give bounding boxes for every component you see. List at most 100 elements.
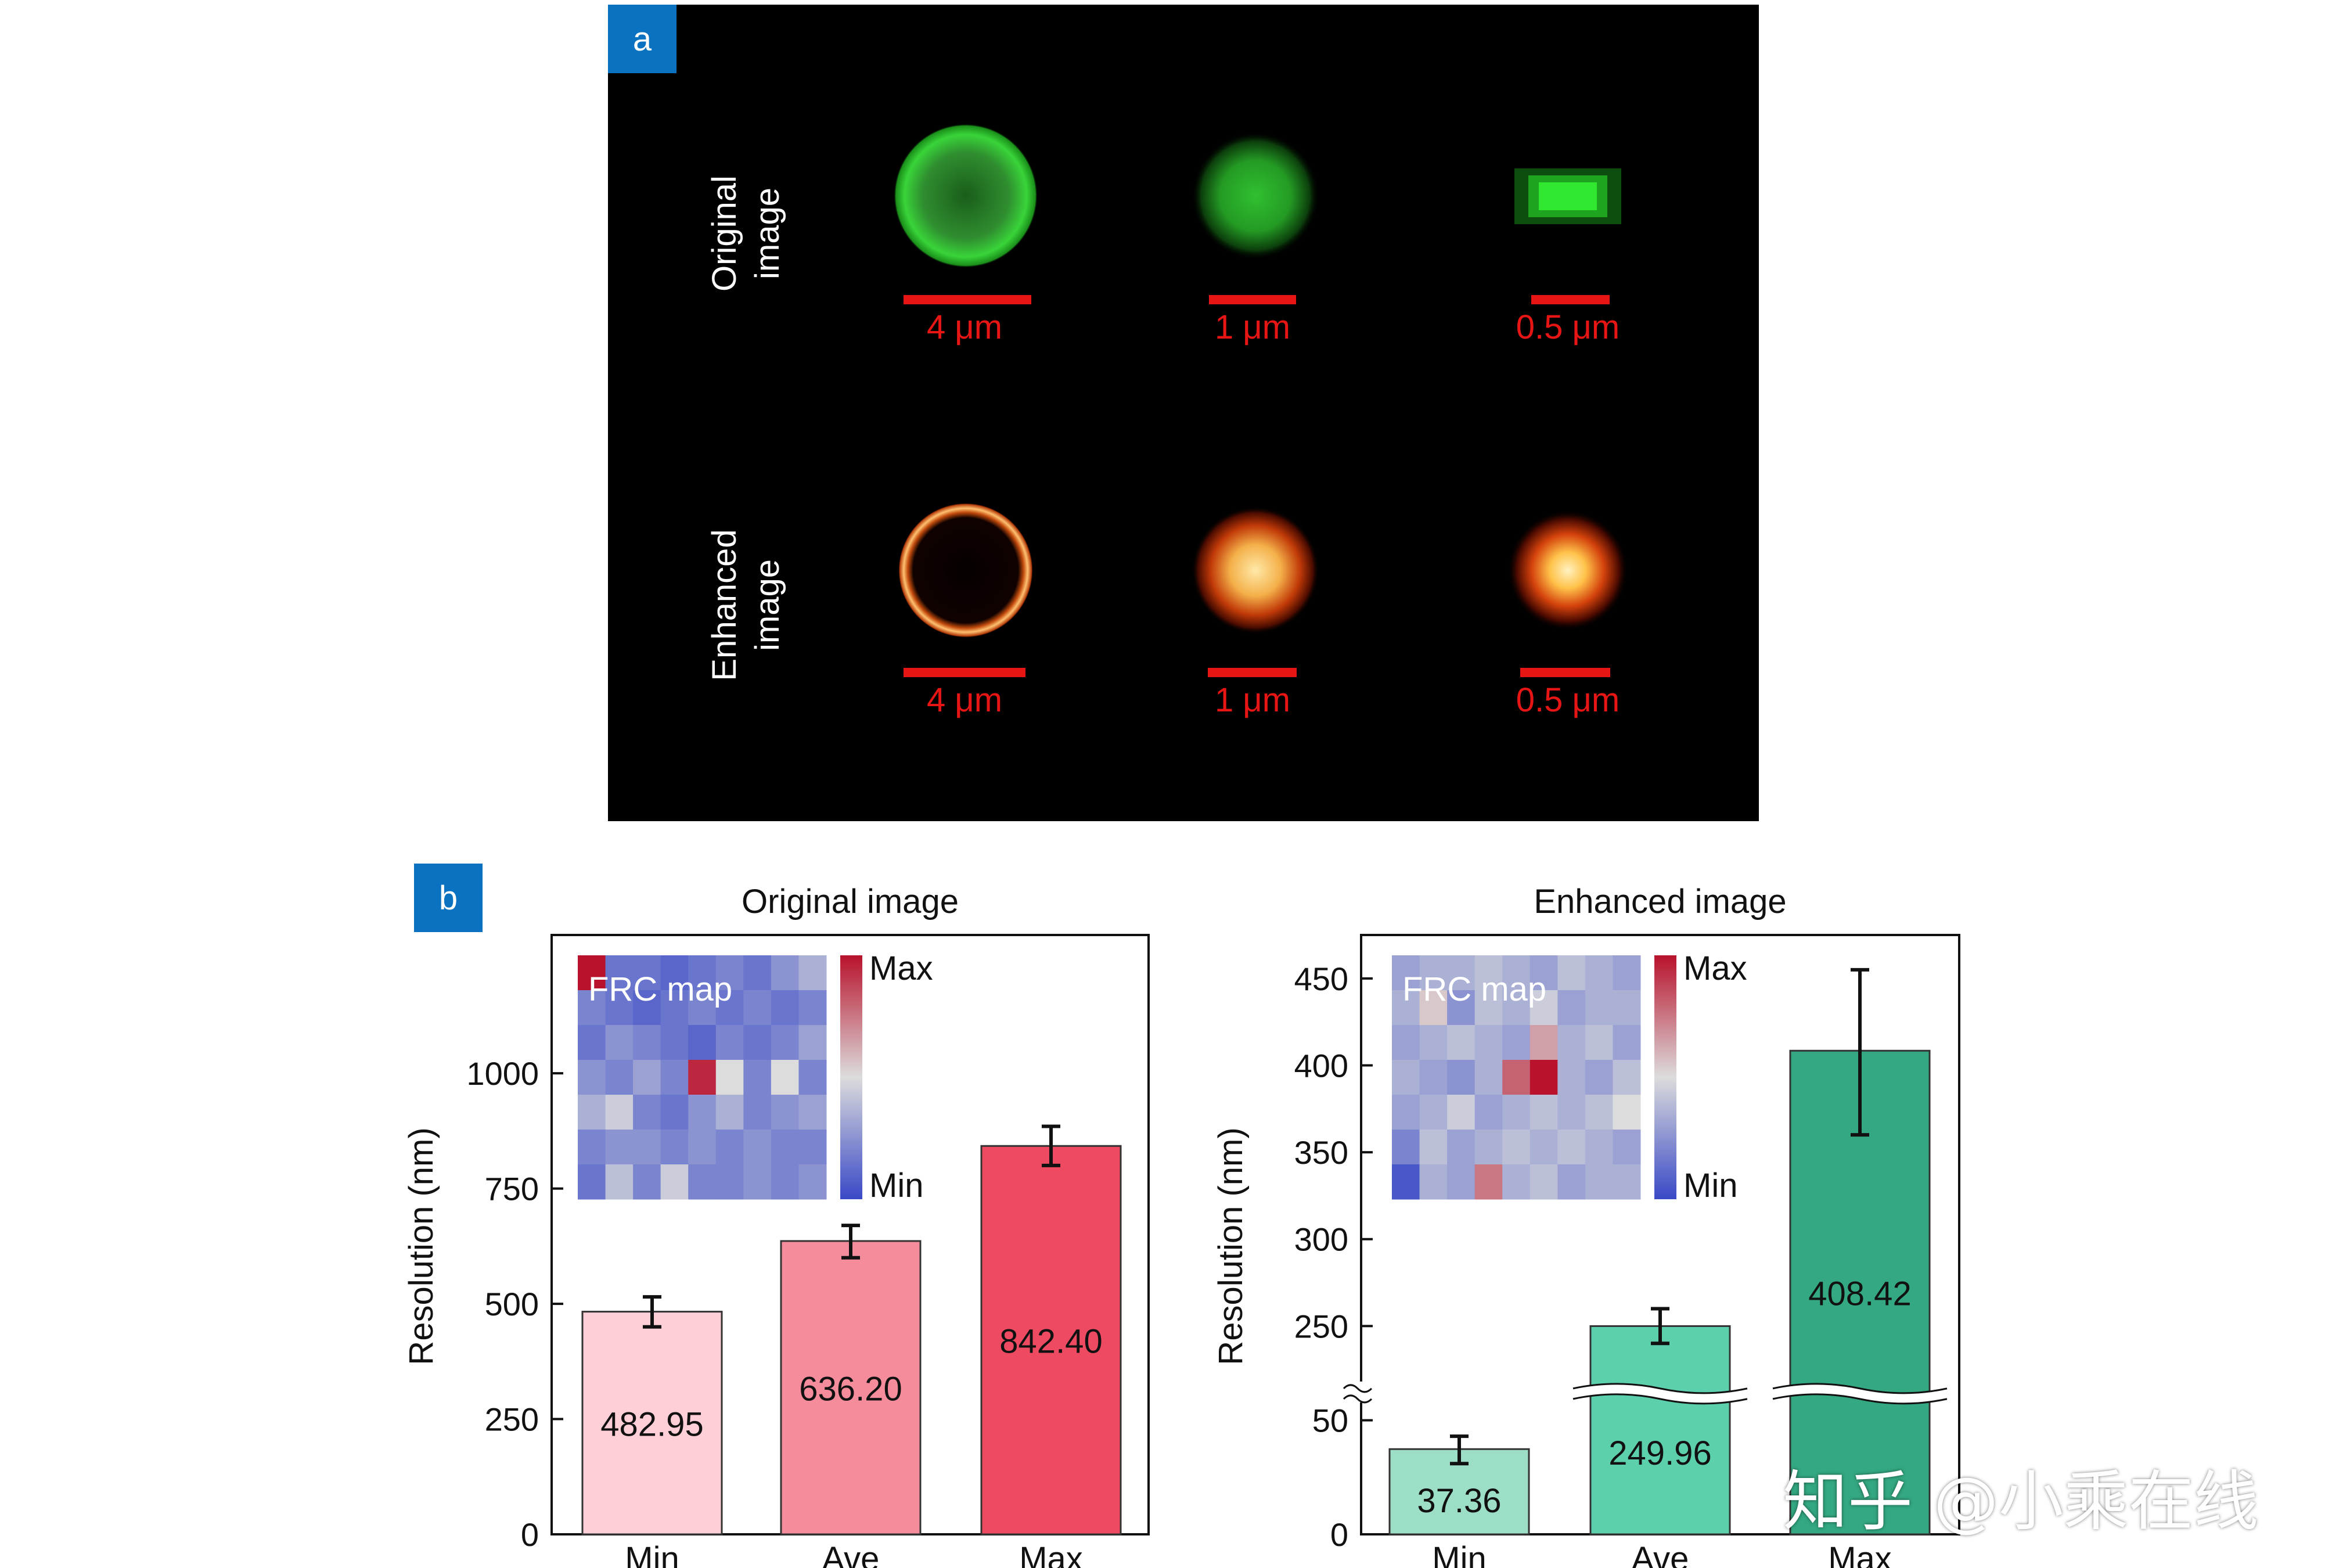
frc-cell-original-3-1: [605, 1060, 634, 1095]
frc-cell-enhanced-6-3: [1474, 1164, 1503, 1200]
ytick-label-original-3: 750: [485, 1171, 539, 1207]
frc-cell-original-6-2: [633, 1164, 661, 1200]
scalebar-original-1um: [1209, 295, 1296, 304]
colorbar-max-label-original: Max: [869, 950, 933, 987]
frc-cell-enhanced-2-7: [1585, 1025, 1613, 1060]
frc-cell-enhanced-6-1: [1419, 1164, 1448, 1200]
axis-break-ave-line-top: [1572, 1383, 1748, 1394]
frc-cell-enhanced-6-8: [1613, 1164, 1641, 1200]
frc-cell-enhanced-2-0: [1392, 1025, 1420, 1060]
frc-cell-enhanced-3-6: [1557, 1060, 1586, 1095]
frc-cell-original-4-3: [660, 1095, 689, 1130]
frc-cell-original-1-3: [660, 990, 689, 1026]
frc-cell-enhanced-3-1: [1419, 1060, 1448, 1095]
frc-cell-enhanced-5-8: [1613, 1130, 1641, 1165]
frc-cell-enhanced-5-0: [1392, 1130, 1420, 1165]
watermark: 知乎 @小乘在线: [1783, 1464, 2259, 1540]
scalebar-original-0-5um: [1531, 295, 1610, 304]
frc-cell-original-4-6: [743, 1095, 772, 1130]
frc-cell-original-4-4: [688, 1095, 717, 1130]
frc-cell-original-5-7: [771, 1130, 799, 1165]
frc-cell-original-0-7: [771, 955, 799, 991]
frc-cell-enhanced-2-3: [1474, 1025, 1503, 1060]
frc-cell-enhanced-4-0: [1392, 1095, 1420, 1130]
frc-cell-enhanced-2-1: [1419, 1025, 1448, 1060]
frc-cell-enhanced-1-4: [1502, 990, 1531, 1026]
frc-cell-original-0-2: [633, 955, 661, 991]
colorbar-max-label-enhanced: Max: [1683, 950, 1747, 987]
data-label-original-0: 482.95: [600, 1405, 703, 1443]
frc-cell-enhanced-3-3: [1474, 1060, 1503, 1095]
frc-cell-original-1-8: [798, 990, 827, 1026]
colorbar-original: [840, 955, 862, 1199]
frc-cell-original-4-1: [605, 1095, 634, 1130]
data-label-enhanced-1: 249.96: [1608, 1434, 1711, 1472]
frc-cell-enhanced-0-1: [1419, 955, 1448, 991]
frc-cell-enhanced-0-6: [1557, 955, 1586, 991]
ytick-label-original-2: 500: [485, 1286, 539, 1322]
frc-cell-original-6-3: [660, 1164, 689, 1200]
frc-cell-original-1-7: [771, 990, 799, 1026]
bar-original-min: [581, 1311, 723, 1535]
frc-cell-enhanced-5-5: [1530, 1130, 1558, 1165]
panel-a-tag: a: [608, 5, 676, 73]
bar-original-max: [980, 1145, 1122, 1535]
frc-cell-enhanced-6-2: [1447, 1164, 1476, 1200]
frc-cell-original-0-5: [715, 955, 744, 991]
scale-label-original-0-5um: 0.5 μm: [1516, 308, 1620, 346]
frc-cell-original-2-8: [798, 1025, 827, 1060]
ytick-label-enhanced-4: 350: [1294, 1134, 1348, 1171]
data-label-original-2: 842.40: [999, 1323, 1102, 1361]
frc-cell-original-3-6: [743, 1060, 772, 1095]
frc-cell-enhanced-6-4: [1502, 1164, 1531, 1200]
frc-cell-original-3-4: [688, 1060, 717, 1095]
frc-cell-original-3-3: [660, 1060, 689, 1095]
frc-cell-original-4-5: [715, 1095, 744, 1130]
colorbar-enhanced: [1654, 955, 1676, 1199]
frc-cell-original-6-1: [605, 1164, 634, 1200]
scalebar-enhanced-1um: [1208, 668, 1297, 677]
frc-cell-original-0-4: [688, 955, 717, 991]
frc-cell-enhanced-1-0: [1392, 990, 1420, 1026]
panel-b-tag: b: [414, 864, 483, 932]
frc-cell-original-1-2: [633, 990, 661, 1026]
axis-break-max-line-bottom: [1772, 1393, 1948, 1405]
frc-cell-original-5-8: [798, 1130, 827, 1165]
frc-cell-original-2-0: [578, 1025, 606, 1060]
frc-cell-enhanced-0-7: [1585, 955, 1613, 991]
frc-cell-original-6-8: [798, 1164, 827, 1200]
frc-cell-enhanced-0-3: [1474, 955, 1503, 991]
frc-cell-original-2-2: [633, 1025, 661, 1060]
frc-cell-enhanced-2-6: [1557, 1025, 1586, 1060]
ytick-label-enhanced-6: 450: [1294, 961, 1348, 997]
frc-cell-enhanced-4-5: [1530, 1095, 1558, 1130]
frc-cell-original-5-6: [743, 1130, 772, 1165]
data-label-enhanced-2: 408.42: [1808, 1275, 1911, 1313]
frc-cell-enhanced-4-8: [1613, 1095, 1641, 1130]
chart-title-original: Original image: [742, 883, 959, 920]
panel-a-microscopy: [608, 5, 1759, 821]
frc-cell-original-0-0: [578, 955, 606, 991]
xtick-label-original-2: Max: [1019, 1540, 1083, 1568]
frc-cell-original-6-5: [715, 1164, 744, 1200]
frc-cell-original-5-1: [605, 1130, 634, 1165]
ytick-label-enhanced-1: 50: [1312, 1402, 1348, 1439]
frc-cell-enhanced-1-8: [1613, 990, 1641, 1026]
frc-cell-enhanced-4-4: [1502, 1095, 1531, 1130]
scalebar-original-4um: [904, 295, 1031, 304]
ytick-label-original-4: 1000: [466, 1055, 539, 1092]
frc-cell-original-6-6: [743, 1164, 772, 1200]
axis-break-mark-bottom: [1343, 1394, 1373, 1404]
frc-cell-enhanced-3-7: [1585, 1060, 1613, 1095]
ytick-label-original-0: 0: [521, 1516, 539, 1553]
frc-cell-original-5-4: [688, 1130, 717, 1165]
frc-cell-enhanced-1-3: [1474, 990, 1503, 1026]
original-bead-4um: [894, 124, 1038, 268]
ytick-label-enhanced-5: 400: [1294, 1047, 1348, 1084]
scalebar-enhanced-4um: [904, 668, 1025, 677]
frc-cell-enhanced-4-1: [1419, 1095, 1448, 1130]
frc-cell-enhanced-3-8: [1613, 1060, 1641, 1095]
scale-label-original-1um: 1 μm: [1214, 308, 1291, 346]
frc-cell-enhanced-2-8: [1613, 1025, 1641, 1060]
